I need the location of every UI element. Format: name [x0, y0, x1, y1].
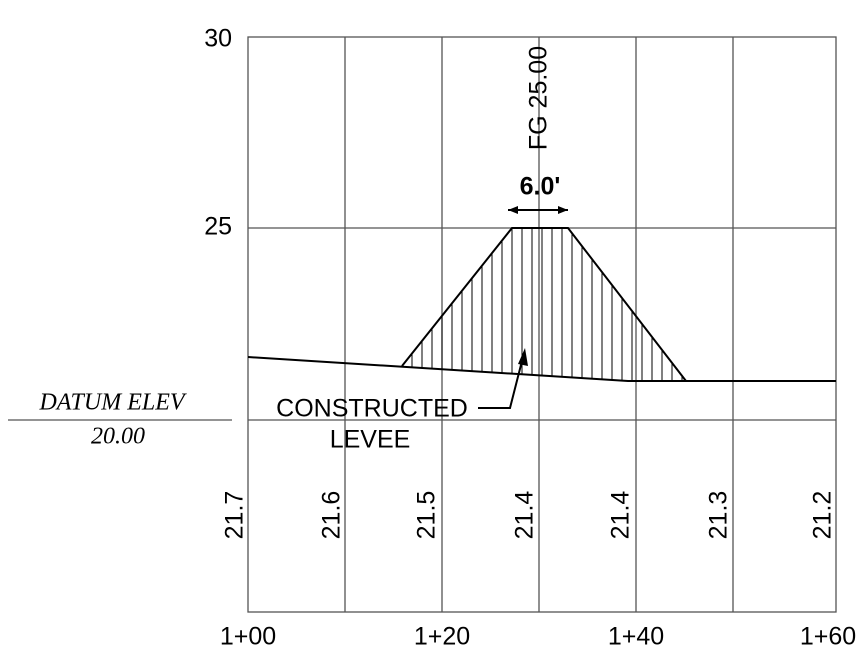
levee-label: CONSTRUCTED [276, 395, 468, 423]
crest-dimension [508, 206, 568, 214]
ground-elevation: 21.3 [705, 491, 733, 540]
ground-elevation: 21.4 [511, 491, 539, 540]
frame [247, 36, 837, 613]
station-label: 1+60 [800, 623, 856, 651]
grid [247, 36, 837, 613]
arrowhead [558, 206, 568, 214]
ground-elevation: 21.5 [413, 491, 441, 540]
arrowhead [518, 348, 528, 366]
levee-label: LEVEE [330, 426, 411, 454]
datum-value: 20.00 [91, 424, 145, 450]
elevation-label: 30 [204, 25, 232, 53]
station-label: 1+40 [608, 623, 664, 651]
elevation-label: 25 [204, 213, 232, 241]
datum-label: DATUM ELEV [38, 390, 186, 416]
station-label: 1+00 [220, 623, 276, 651]
ground-elevation: 21.4 [607, 491, 635, 540]
arrowhead [508, 206, 518, 214]
station-label: 1+20 [414, 623, 470, 651]
crest-width: 6.0' [520, 173, 561, 201]
leader-line [478, 356, 524, 409]
ground-elevation: 21.6 [318, 491, 346, 540]
levee-hatch [411, 228, 683, 381]
leader [478, 348, 528, 409]
ground-line [247, 356, 836, 382]
levee-outline [401, 227, 687, 382]
finished-grade: FG 25.00 [525, 46, 553, 150]
ground-elevation: 21.2 [809, 491, 837, 540]
ground-elevation: 21.7 [221, 491, 249, 540]
